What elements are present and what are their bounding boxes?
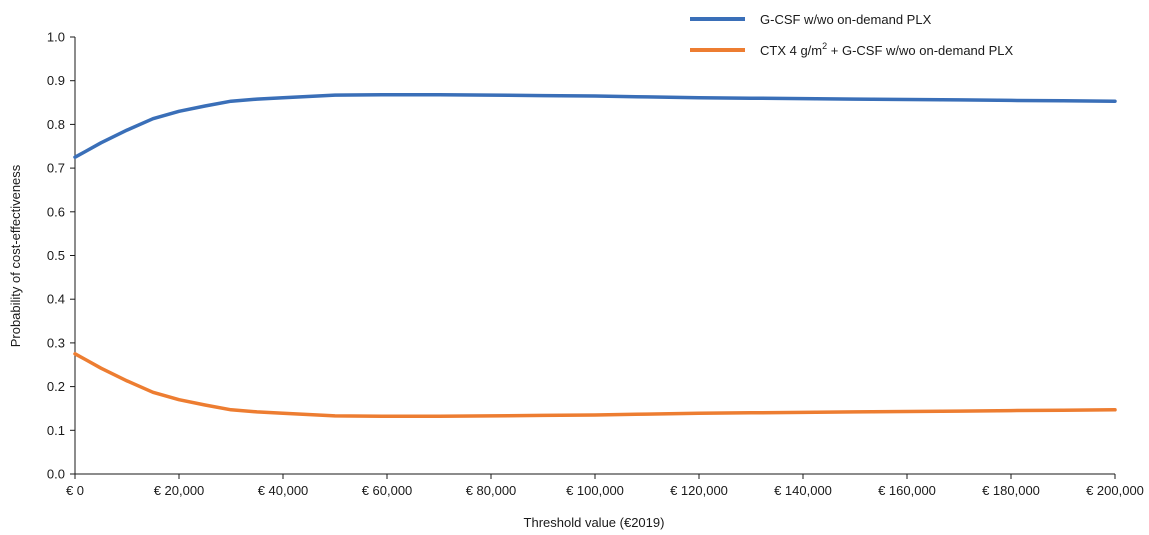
y-tick-label: 0.2 <box>47 379 65 394</box>
x-tick-label: € 180,000 <box>982 483 1040 498</box>
x-tick-label: € 80,000 <box>466 483 517 498</box>
y-ticks: 0.0 0.1 0.2 0.3 0.4 0.5 0.6 0.7 0.8 0.9 1.0 <box>47 30 75 482</box>
y-tick-label: 0.6 <box>47 204 65 219</box>
axes: 0.0 0.1 0.2 0.3 0.4 0.5 0.6 0.7 0.8 0.9 1.0 € 0 € 2… <box>47 30 1144 499</box>
y-tick-label: 0.9 <box>47 73 65 88</box>
x-tick-label: € 100,000 <box>566 483 624 498</box>
x-tick-label: € 120,000 <box>670 483 728 498</box>
x-tick-label: € 0 <box>66 483 84 498</box>
x-tick-label: € 140,000 <box>774 483 832 498</box>
x-tick-label: € 20,000 <box>154 483 205 498</box>
y-tick-label: 0.8 <box>47 117 65 132</box>
x-tick-label: € 160,000 <box>878 483 936 498</box>
y-tick-label: 0.3 <box>47 335 65 350</box>
legend-label-ctx: CTX 4 g/m2 + G-CSF w/wo on-demand PLX <box>760 41 1014 58</box>
y-tick-label: 0.5 <box>47 248 65 263</box>
y-tick-label: 0.0 <box>47 467 65 482</box>
y-tick-label: 0.7 <box>47 161 65 176</box>
legend: G-CSF w/wo on-demand PLX CTX 4 g/m2 + G-… <box>690 12 1014 58</box>
x-tick-label: € 200,000 <box>1086 483 1144 498</box>
y-tick-label: 1.0 <box>47 30 65 45</box>
series-line-ctx <box>73 352 1117 419</box>
legend-label-gcsf: G-CSF w/wo on-demand PLX <box>760 12 932 27</box>
y-tick-label: 0.4 <box>47 292 65 307</box>
x-tick-label: € 60,000 <box>362 483 413 498</box>
legend-label-ctx-superscript: 2 <box>822 41 827 51</box>
legend-label-ctx-part2: + G-CSF w/wo on-demand PLX <box>827 43 1013 58</box>
y-axis-title: Probability of cost-effectiveness <box>8 164 23 347</box>
x-ticks: € 0 € 20,000 € 40,000 € 60,000 € 80,000 € 100… <box>66 474 1144 498</box>
series-line-gcsf <box>73 92 1117 159</box>
x-axis-title: Threshold value (€2019) <box>524 515 665 530</box>
legend-label-ctx-part1: CTX 4 g/m <box>760 43 822 58</box>
y-tick-label: 0.1 <box>47 423 65 438</box>
x-tick-label: € 40,000 <box>258 483 309 498</box>
series-lines <box>73 92 1117 419</box>
